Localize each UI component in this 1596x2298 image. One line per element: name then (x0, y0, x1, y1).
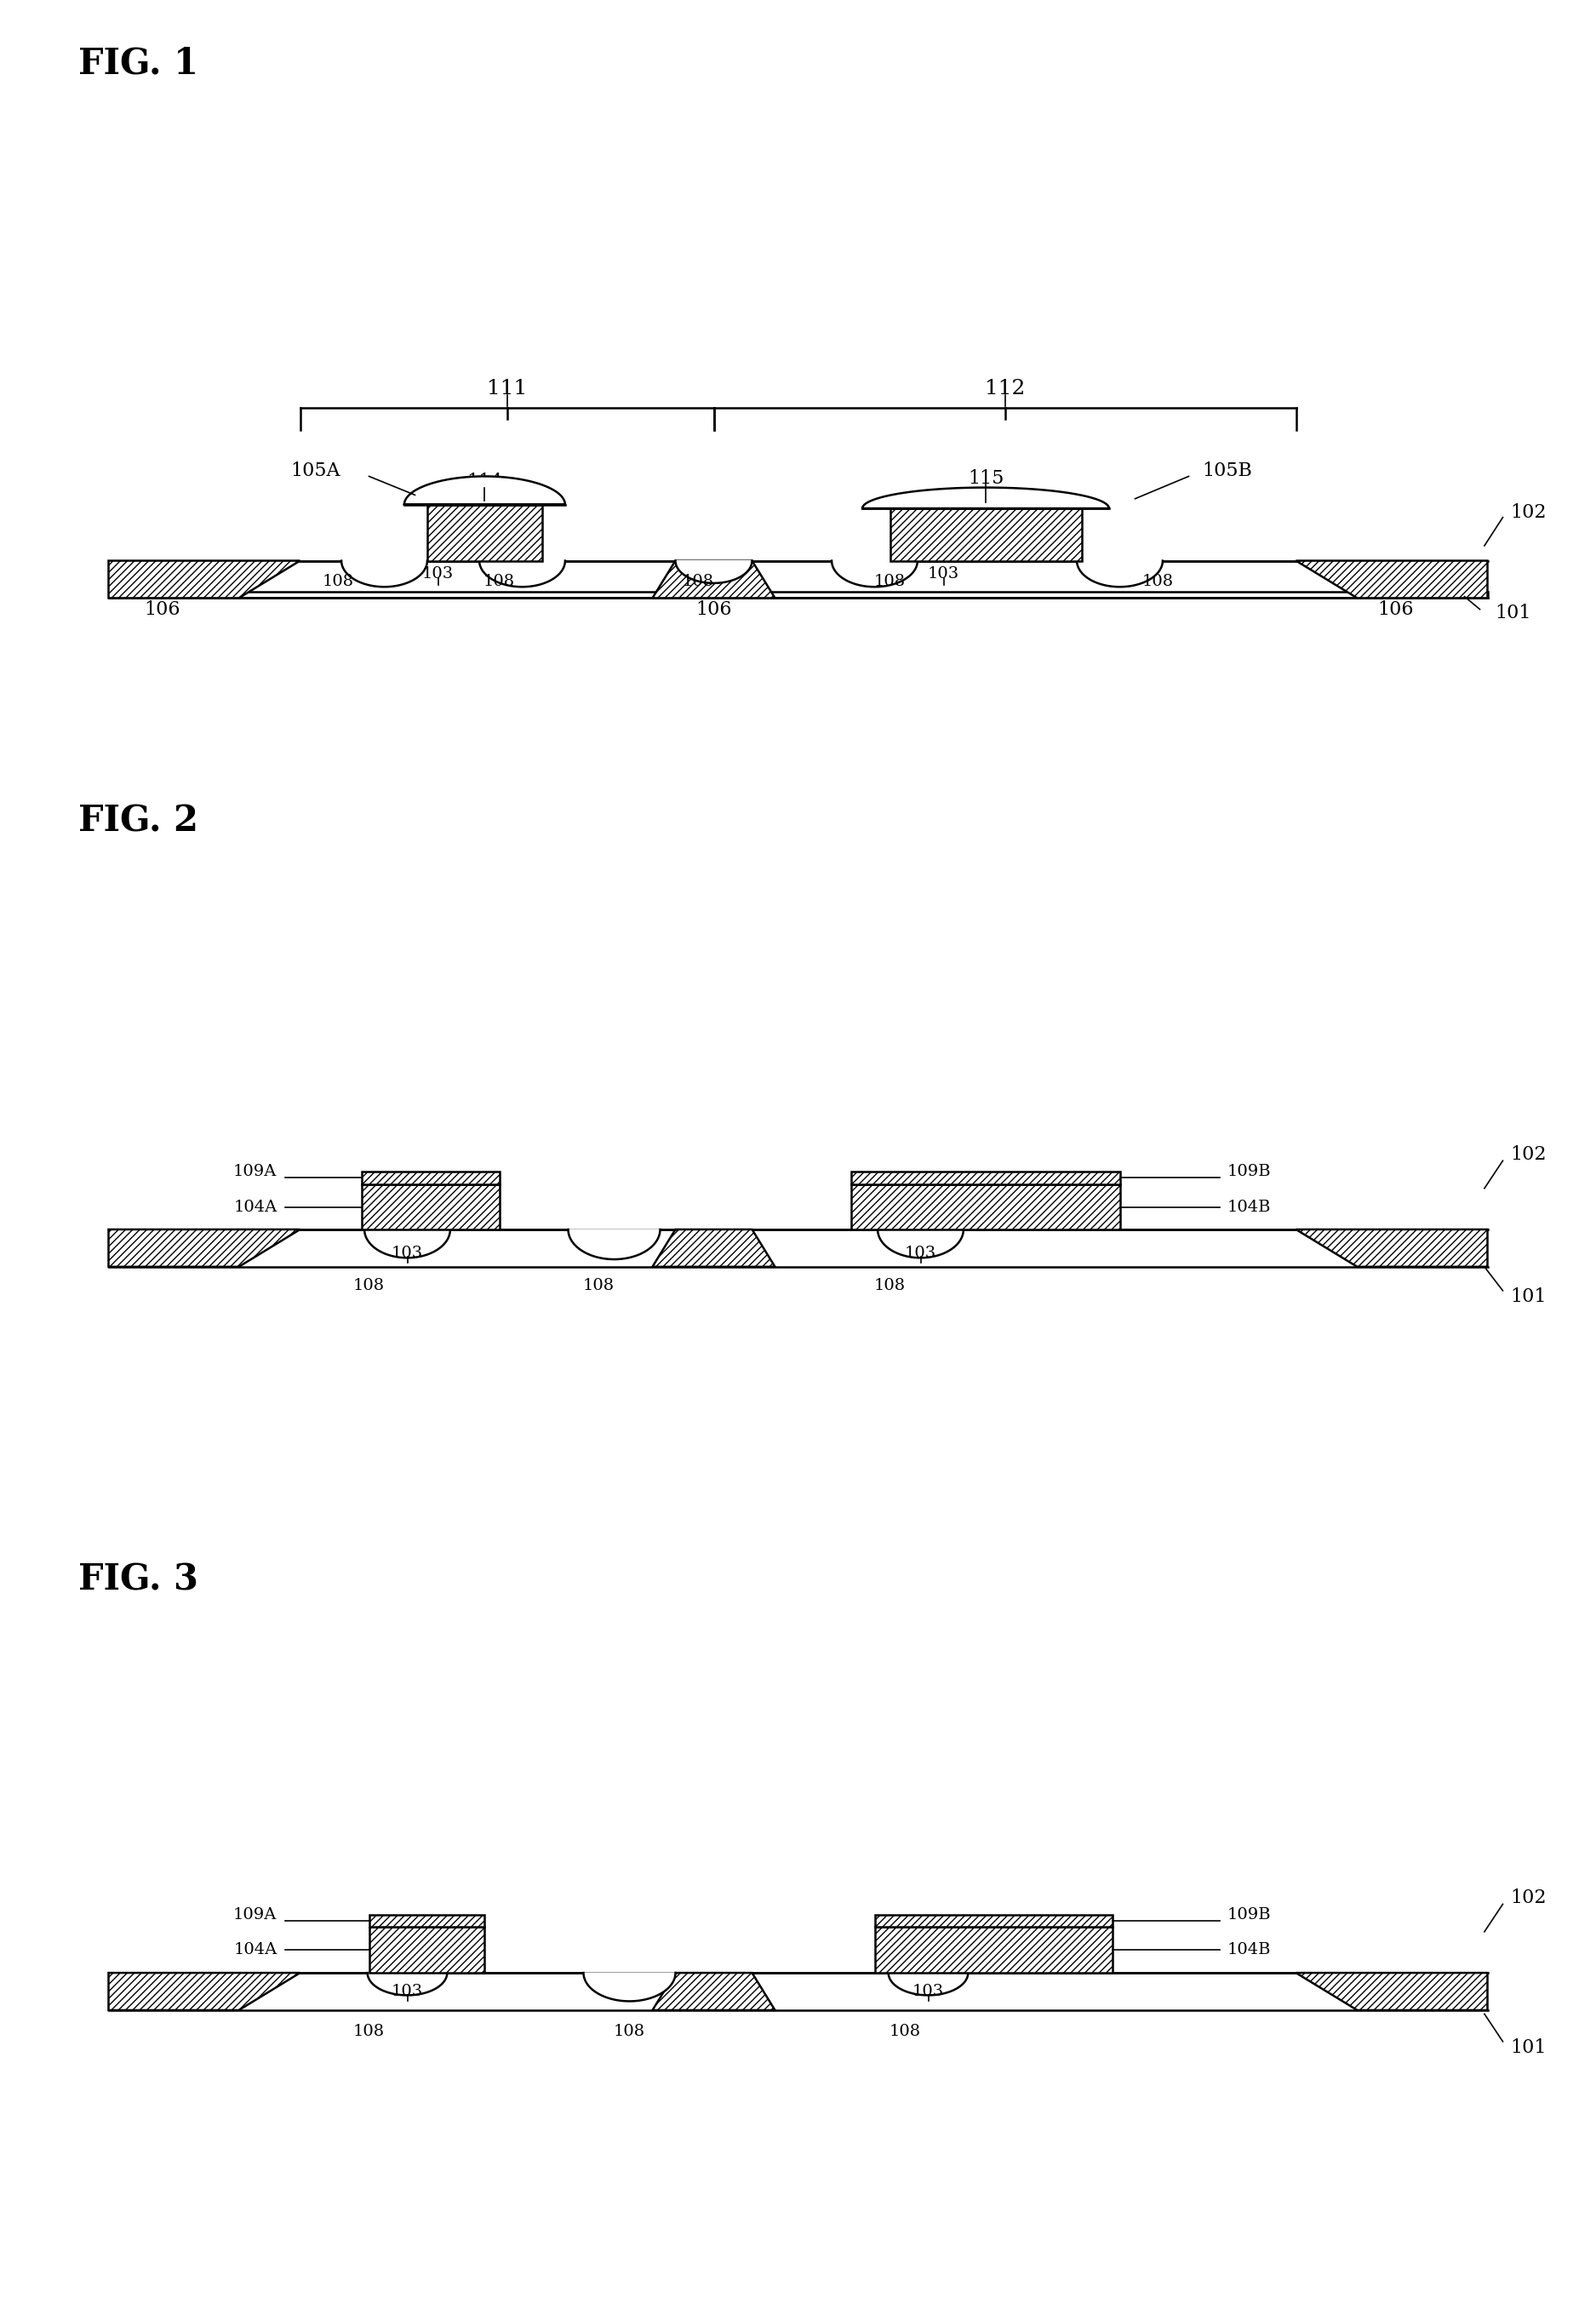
Bar (852, 1186, 1120, 1229)
Text: 103: 103 (927, 568, 959, 581)
Text: 101: 101 (1495, 604, 1531, 623)
Text: 103: 103 (421, 568, 453, 581)
Polygon shape (889, 1972, 969, 1995)
Polygon shape (109, 1972, 300, 2011)
Text: 101: 101 (1510, 2038, 1547, 2057)
Text: 112: 112 (985, 379, 1025, 400)
Text: 109A: 109A (233, 1907, 278, 1921)
Text: 108: 108 (484, 574, 516, 588)
Text: 103: 103 (905, 1246, 937, 1262)
Polygon shape (109, 1229, 300, 1266)
Text: 108: 108 (875, 1278, 907, 1294)
Polygon shape (364, 1229, 450, 1257)
Polygon shape (1296, 1972, 1487, 2011)
Text: 108: 108 (353, 2025, 385, 2038)
Text: 104B: 104B (1227, 1200, 1270, 1216)
Text: FIG. 1: FIG. 1 (78, 46, 198, 80)
Bar (875, 1914, 1112, 1926)
Polygon shape (1077, 561, 1162, 586)
Text: 104B: 104B (1227, 1942, 1270, 1958)
Polygon shape (404, 476, 565, 506)
Text: FIG. 2: FIG. 2 (78, 804, 198, 839)
Polygon shape (1296, 1229, 1487, 1266)
Text: 108: 108 (1143, 574, 1175, 588)
Polygon shape (675, 561, 752, 584)
Polygon shape (584, 1972, 675, 2002)
Text: 105B: 105B (1202, 462, 1253, 480)
Text: 108: 108 (889, 2025, 921, 2038)
Text: 103: 103 (391, 1246, 423, 1262)
Polygon shape (367, 1972, 447, 1995)
Text: FIG. 3: FIG. 3 (78, 1563, 198, 1597)
Bar (891, 508, 1082, 561)
Bar (428, 506, 543, 561)
Text: 108: 108 (353, 1278, 385, 1294)
Bar (109, 593, 1487, 597)
Text: 109A: 109A (233, 1163, 278, 1179)
Polygon shape (1296, 561, 1487, 597)
Text: 103: 103 (913, 1983, 945, 1999)
Bar (361, 1186, 500, 1229)
Text: 106: 106 (1377, 600, 1414, 618)
Text: 108: 108 (322, 574, 354, 588)
Text: 106: 106 (696, 600, 733, 618)
Text: 102: 102 (1510, 503, 1547, 522)
Polygon shape (109, 561, 300, 597)
Polygon shape (653, 1229, 776, 1266)
Bar (875, 1926, 1112, 1972)
Text: 114: 114 (466, 473, 503, 492)
Bar (361, 1172, 500, 1186)
Polygon shape (862, 487, 1109, 508)
Bar (852, 1172, 1120, 1186)
Text: 105A: 105A (290, 462, 340, 480)
Text: 111: 111 (487, 379, 527, 400)
Polygon shape (832, 561, 918, 586)
Polygon shape (479, 561, 565, 586)
Polygon shape (568, 1229, 661, 1259)
Text: 108: 108 (583, 1278, 614, 1294)
Text: 106: 106 (144, 600, 180, 618)
Polygon shape (878, 1229, 964, 1257)
Text: 102: 102 (1510, 1144, 1547, 1165)
Text: 108: 108 (683, 574, 713, 588)
Bar (369, 1926, 484, 1972)
Text: 104A: 104A (233, 1942, 278, 1958)
Text: 104A: 104A (233, 1200, 278, 1216)
Bar (369, 1914, 484, 1926)
Text: 109B: 109B (1227, 1907, 1270, 1921)
Polygon shape (653, 561, 776, 597)
Text: 108: 108 (613, 2025, 645, 2038)
Text: 103: 103 (391, 1983, 423, 1999)
Text: 108: 108 (875, 574, 907, 588)
Text: 101: 101 (1510, 1287, 1547, 1305)
Polygon shape (653, 1972, 776, 2011)
Text: 115: 115 (967, 469, 1004, 487)
Text: 109B: 109B (1227, 1163, 1270, 1179)
Polygon shape (342, 561, 428, 586)
Text: 102: 102 (1510, 1889, 1547, 1907)
